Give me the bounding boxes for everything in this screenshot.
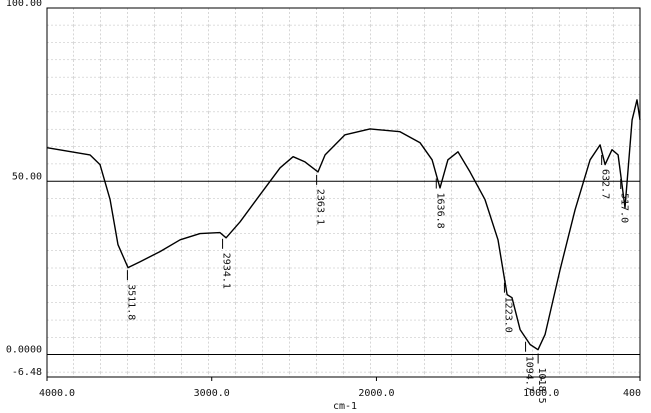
x-tick-label: 3000.0 [194, 388, 230, 399]
peak-label: 1223.0 [502, 297, 513, 333]
y-tick-label: 100.00 [6, 0, 42, 9]
spectrum-line [46, 99, 641, 351]
y-tick-label: 50.00 [12, 171, 42, 182]
y-tick-label: -6.48 [12, 367, 42, 378]
x-axis-label: cm-1 [333, 401, 357, 412]
peak-label: 1636.8 [434, 193, 445, 229]
x-tick-label: 400 [623, 388, 641, 399]
y-tick-label: 0.0000 [6, 345, 42, 356]
peak-label: 1018.5 [536, 368, 547, 404]
minor-grid [47, 8, 640, 377]
peak-label: 632.7 [600, 169, 611, 199]
peak-label: 517.0 [619, 193, 630, 223]
x-tick-label: 2000.0 [358, 388, 394, 399]
peak-label: 2363.1 [315, 189, 326, 225]
peak-label: 1094.7 [524, 356, 535, 392]
x-tick-label: 4000.0 [39, 388, 75, 399]
peak-label: 2934.1 [221, 253, 232, 289]
peak-label: 3511.8 [125, 284, 136, 320]
x-tick-label: 1000.0 [523, 388, 559, 399]
